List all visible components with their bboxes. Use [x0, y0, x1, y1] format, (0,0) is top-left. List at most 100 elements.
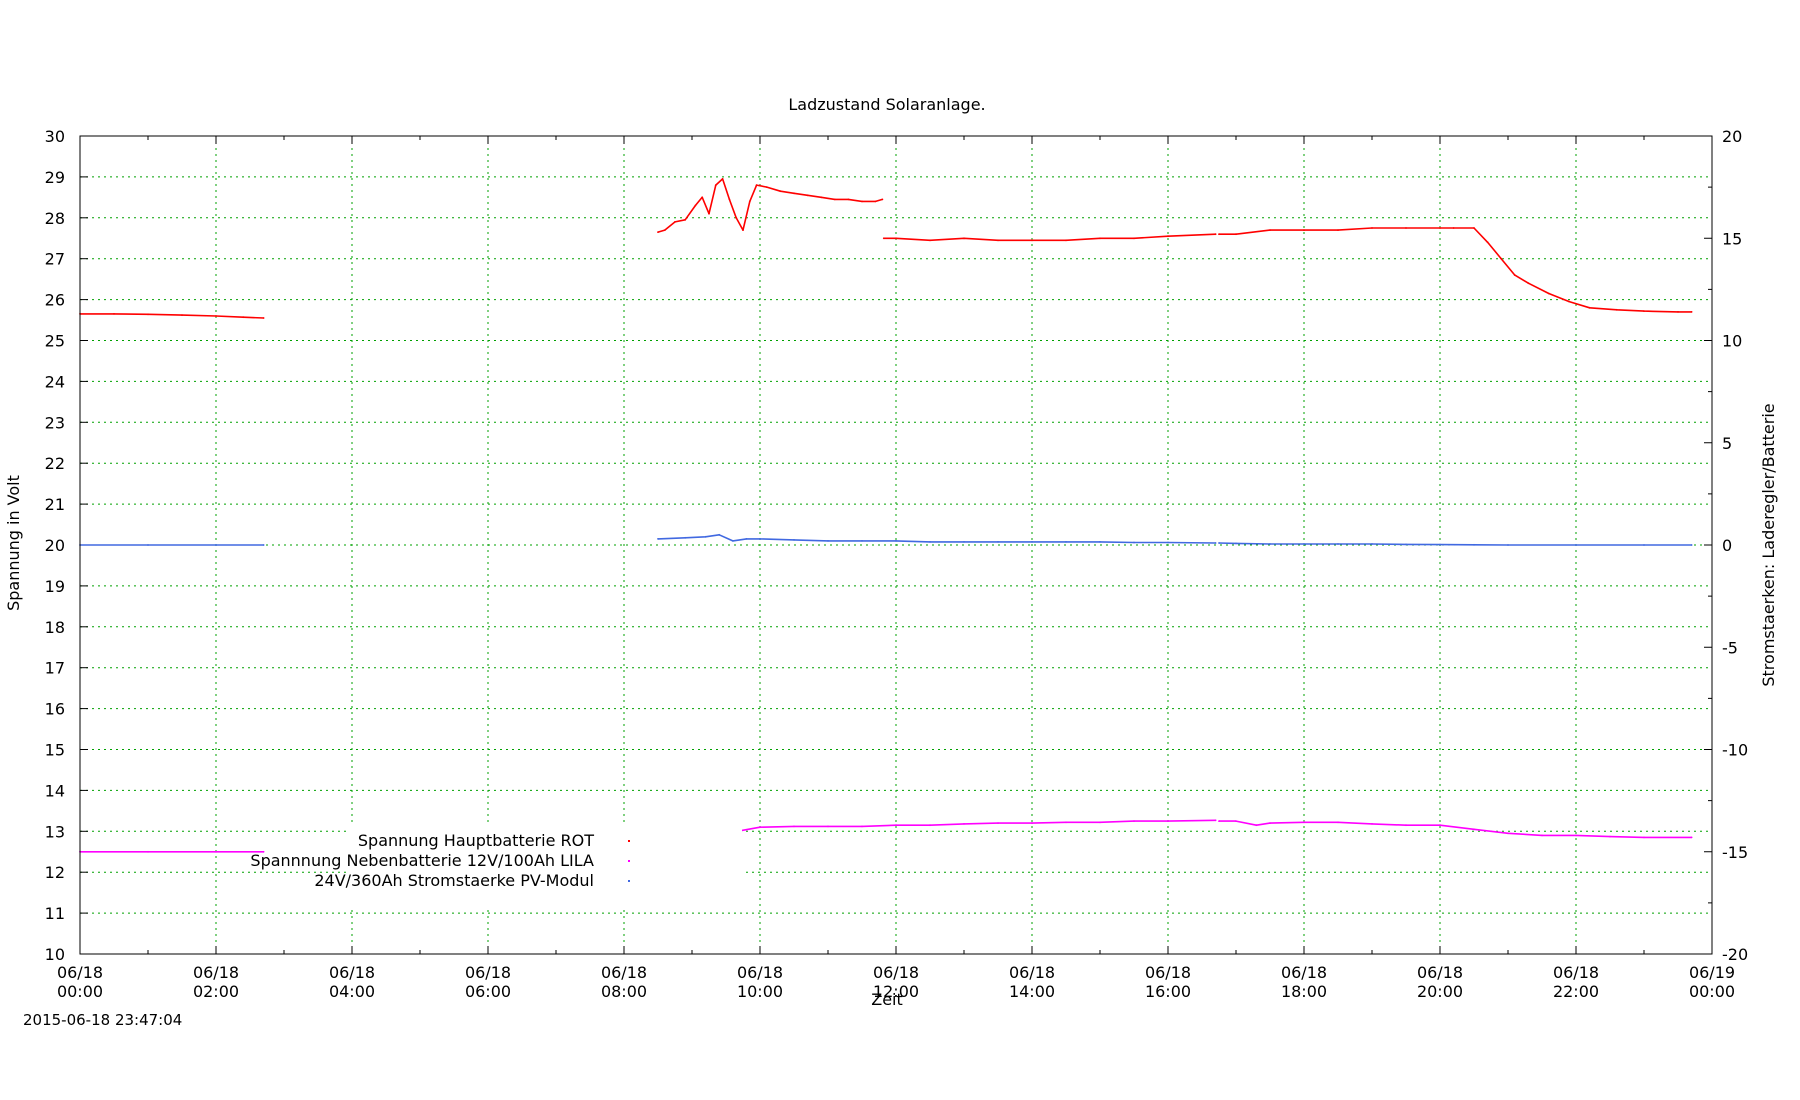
data-point — [1167, 541, 1169, 544]
y-tick-label: 18 — [45, 618, 65, 637]
data-point — [929, 824, 931, 827]
data-point — [847, 198, 850, 201]
data-point — [1513, 274, 1516, 276]
data-point — [1218, 233, 1220, 236]
y2-tick-label: 10 — [1722, 332, 1742, 351]
legend-entry-label: Spannnung Nebenbatterie 12V/100Ah LILA — [250, 851, 594, 870]
data-point — [1473, 828, 1475, 831]
data-point — [147, 850, 149, 853]
data-point — [1575, 834, 1577, 837]
y2-tick-label: -10 — [1722, 741, 1748, 760]
x-tick-date: 06/18 — [57, 963, 103, 982]
data-point — [806, 194, 809, 197]
y-tick-label: 26 — [45, 291, 65, 310]
data-point — [1269, 229, 1271, 232]
y-tick-label: 10 — [45, 945, 65, 964]
data-point — [1541, 834, 1543, 837]
data-point — [1371, 823, 1373, 825]
data-point — [882, 237, 885, 240]
timestamp: 2015-06-18 23:47:04 — [23, 1011, 182, 1029]
data-point — [1439, 543, 1441, 546]
chart-title: Ladzustand Solaranlage. — [788, 95, 985, 114]
data-point — [1643, 310, 1645, 312]
x-tick-time: 02:00 — [193, 982, 239, 1001]
data-point — [1405, 543, 1407, 546]
data-point — [1486, 241, 1489, 244]
y-tick-label: 12 — [45, 863, 65, 882]
x-tick-date: 06/18 — [329, 963, 375, 982]
data-point — [1303, 543, 1305, 545]
data-point — [742, 229, 744, 232]
y-tick-label: 24 — [45, 372, 65, 391]
data-point — [997, 822, 999, 824]
data-point — [1527, 282, 1530, 285]
y-tick-label: 21 — [45, 495, 65, 514]
data-point — [929, 541, 931, 543]
series-layer — [79, 178, 1693, 853]
data-point — [708, 212, 710, 215]
data-point — [1439, 824, 1441, 827]
data-point — [833, 198, 836, 201]
data-point — [1235, 233, 1237, 236]
data-point — [963, 541, 965, 543]
data-point — [997, 541, 999, 543]
y-tick-label: 11 — [45, 904, 65, 923]
x-tick-date: 06/18 — [1417, 963, 1463, 982]
x-tick-time: 14:00 — [1009, 982, 1055, 1001]
data-point — [1643, 836, 1645, 839]
data-point — [759, 826, 761, 829]
y2-tick-label: 20 — [1722, 127, 1742, 146]
x-tick-time: 10:00 — [737, 982, 783, 1001]
data-point — [759, 538, 761, 540]
data-point — [929, 239, 931, 242]
y-tick-label: 19 — [45, 577, 65, 596]
x-tick-date: 06/18 — [1553, 963, 1599, 982]
data-point — [1133, 820, 1135, 822]
data-point — [745, 538, 748, 540]
data-point — [242, 316, 245, 319]
data-point — [1690, 311, 1693, 313]
data-point — [663, 229, 666, 232]
data-point — [1099, 237, 1101, 240]
data-point — [657, 538, 659, 540]
data-point — [728, 198, 731, 201]
x-tick-time: 00:00 — [1689, 982, 1735, 1001]
data-point — [861, 540, 863, 542]
x-tick-date: 06/19 — [1689, 963, 1735, 982]
data-point — [721, 178, 724, 180]
data-point — [1615, 308, 1618, 311]
x-tick-labels: 06/1800:0006/1802:0006/1804:0006/1806:00… — [57, 963, 1735, 1001]
data-point — [1303, 821, 1305, 824]
data-point — [895, 824, 897, 827]
data-point — [1218, 542, 1220, 544]
x-tick-date: 06/18 — [193, 963, 239, 982]
x-tick-time: 20:00 — [1417, 982, 1463, 1001]
data-point — [735, 216, 738, 219]
data-point — [215, 315, 217, 317]
data-point — [1452, 227, 1455, 229]
data-point — [827, 825, 829, 828]
plot-frame — [79, 135, 1713, 955]
data-point — [765, 186, 768, 189]
data-point — [874, 200, 877, 203]
y-tick-label: 15 — [45, 741, 65, 760]
series-2 — [79, 819, 1693, 853]
data-point — [1065, 239, 1067, 242]
data-point — [1337, 543, 1339, 545]
data-point — [748, 200, 751, 203]
data-point — [262, 850, 265, 853]
y-tick-label: 30 — [45, 127, 65, 146]
data-point — [1337, 229, 1339, 232]
data-point — [1677, 311, 1679, 313]
data-point — [215, 544, 217, 546]
data-point — [755, 184, 758, 187]
data-point — [1371, 227, 1373, 229]
data-point — [1099, 821, 1101, 824]
x-tick-time: 22:00 — [1553, 982, 1599, 1001]
y-tick-label: 28 — [45, 209, 65, 228]
data-point — [1575, 544, 1577, 546]
legend-swatch — [628, 840, 630, 842]
data-point — [1588, 306, 1591, 309]
